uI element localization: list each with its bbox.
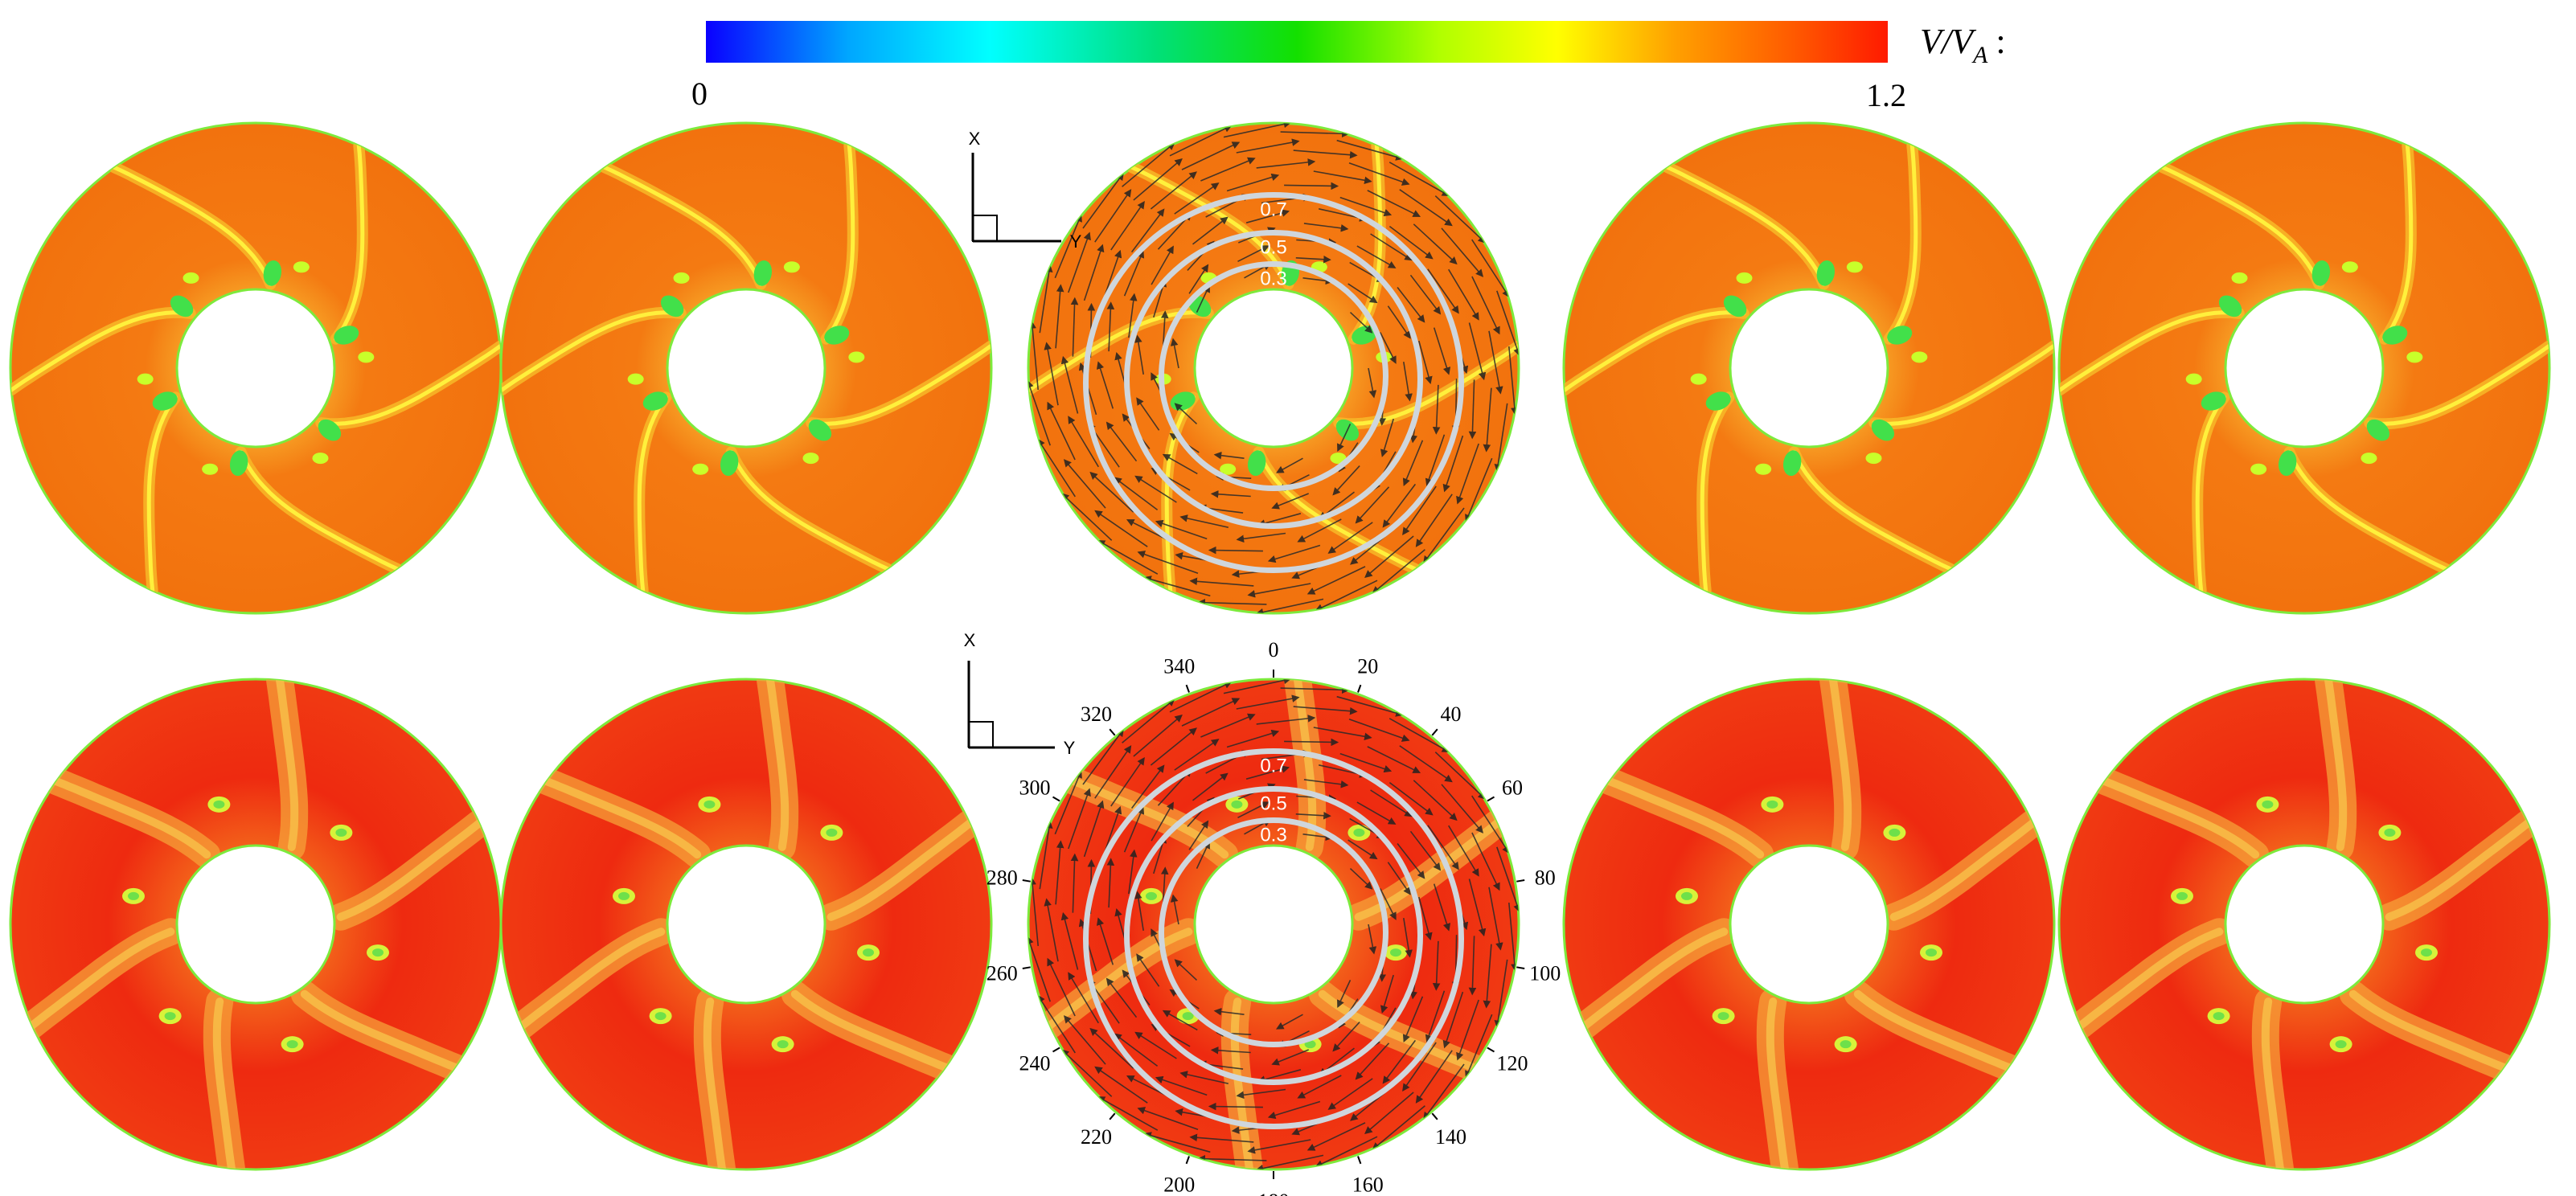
top-panel-1 [499,121,993,615]
hub-hole [666,288,827,448]
angle-label-180: 180 [1258,1190,1290,1196]
angle-label-200: 200 [1163,1173,1195,1196]
top-panel-3 [1562,121,2056,615]
bottom-panel-1 [499,678,993,1171]
angle-tick [1022,879,1031,883]
angle-tick [1516,966,1525,969]
angle-tick [1357,1156,1362,1165]
radius-ring-label: 0.3 [1260,825,1286,846]
axis-y-label-bottom: Y [1064,738,1076,758]
radius-ring-label: 0.7 [1260,199,1286,221]
radius-ring-label: 0.7 [1260,756,1286,777]
angle-label-40: 40 [1441,702,1462,726]
angle-tick [1022,966,1031,969]
radius-ring-0.3 [1159,817,1388,1047]
hub-hole [1193,288,1354,448]
angle-label-20: 20 [1357,655,1378,678]
axis-x-label-bottom: X [964,630,976,650]
colorbar-title-v: V [1920,22,1946,61]
angle-label-120: 120 [1497,1052,1528,1075]
top-panel-2: 0.7 0.5 0.3 [1027,121,1520,615]
radius-ring-0.7 [1083,748,1464,1129]
colorbar-title-va: V [1951,22,1977,61]
angle-label-320: 320 [1081,702,1112,726]
coordinate-axes-bottom: X Y [964,630,1076,758]
angle-tick [1516,879,1525,883]
bottom-panel-3 [1562,678,2056,1171]
hub-hole [1729,288,1889,448]
angle-label-60: 60 [1502,776,1523,800]
radius-ring-0.7 [1083,192,1464,573]
coordinate-axes-top: X Y [969,129,1082,252]
angle-label-260: 260 [987,962,1018,985]
angle-label-0: 0 [1269,638,1279,661]
angle-label-140: 140 [1435,1125,1466,1149]
radius-ring-0.5 [1124,230,1423,529]
angle-label-160: 160 [1352,1173,1384,1196]
angle-tick [1487,1046,1495,1053]
angle-tick [1109,1112,1116,1120]
angle-label-340: 340 [1163,655,1195,678]
axis-x-label-top: X [969,129,981,149]
hub-hole [2224,844,2385,1005]
angle-tick [1052,1046,1060,1053]
angle-tick [1185,1156,1190,1165]
bottom-panel-2: 0.7 0.5 0.3 [1027,678,1520,1171]
hub-hole [1193,844,1354,1005]
angle-label-300: 300 [1019,776,1051,800]
streamlines [1028,679,1519,1169]
hub-hole [2224,288,2385,448]
radius-ring-label: 0.5 [1260,237,1286,259]
colorbar-max-label: 1.2 [1866,77,1906,113]
top-panel-0 [9,121,502,615]
angle-label-80: 80 [1535,866,1556,889]
angle-label-220: 220 [1081,1125,1112,1149]
hub-hole [1729,844,1889,1005]
angle-tick [1185,684,1190,693]
colorbar: 0 1.2 V/VA: [691,21,2006,113]
polar-angle-labels: 0 20 40 60 80 100 120 140 160 180 200 220 240 260 280 3… [987,638,1561,1196]
colorbar-title-colon: : [1996,22,2005,61]
hub-hole [175,844,336,1005]
hub-hole [666,844,827,1005]
hub-hole [175,288,336,448]
colorbar-min-label: 0 [691,76,708,112]
colorbar-title-sub: A [1971,42,1988,68]
radius-ring-label: 0.5 [1260,793,1286,815]
angle-label-280: 280 [987,866,1018,889]
radius-ring-0.3 [1159,261,1388,491]
angle-tick [1109,728,1116,736]
top-panel-4 [2057,121,2551,615]
radius-ring-label: 0.3 [1260,268,1286,290]
angle-tick [1052,796,1060,802]
colorbar-title: V/VA: [1920,22,2006,68]
radius-ring-0.5 [1124,786,1423,1085]
colorbar-title-slash: / [1939,22,1955,61]
angle-tick [1431,1112,1438,1120]
bottom-panel-4 [2057,678,2551,1171]
angle-tick [1487,796,1495,802]
angle-label-100: 100 [1529,962,1561,985]
colorbar-gradient [706,21,1888,63]
axis-y-label-top: Y [1070,231,1082,252]
angle-label-240: 240 [1019,1052,1051,1075]
angle-tick [1357,684,1362,693]
angle-tick [1431,728,1438,736]
panels: 0.7 0.5 0.3 0.7 0.5 0.3 [9,121,2551,1171]
bottom-panel-0 [9,678,502,1171]
